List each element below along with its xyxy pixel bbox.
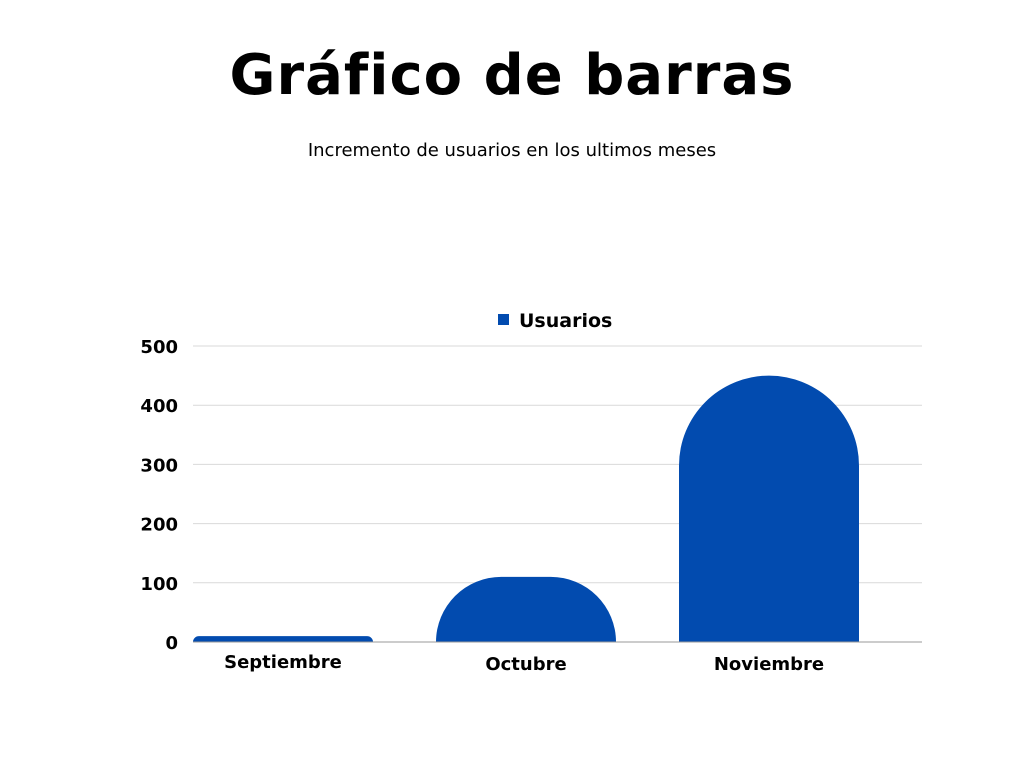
legend: Usuarios	[498, 310, 612, 332]
bar-octubre	[436, 576, 616, 642]
x-tick-label-noviembre: Noviembre	[714, 654, 824, 675]
x-tick-label-octubre: Octubre	[485, 654, 566, 675]
bar-noviembre	[679, 375, 859, 642]
y-tick-label-100: 100	[140, 574, 178, 595]
y-tick-label-500: 500	[140, 337, 178, 358]
bar-septiembre	[193, 636, 373, 642]
x-tick-label-septiembre: Septiembre	[224, 652, 342, 673]
axes: 0 100 200 300 400 500 Septiembre Octubre Noviemb…	[140, 337, 922, 675]
chart-title: Gráfico de barras	[229, 43, 795, 108]
y-tick-label-200: 200	[140, 515, 178, 536]
y-tick-label-300: 300	[140, 455, 178, 476]
legend-label-usuarios: Usuarios	[519, 310, 612, 332]
legend-swatch	[498, 314, 509, 325]
chart-subtitle: Incremento de usuarios en los ultimos me…	[307, 140, 717, 161]
y-tick-label-400: 400	[140, 396, 178, 417]
bars	[193, 375, 859, 642]
y-tick-label-0: 0	[165, 633, 178, 654]
